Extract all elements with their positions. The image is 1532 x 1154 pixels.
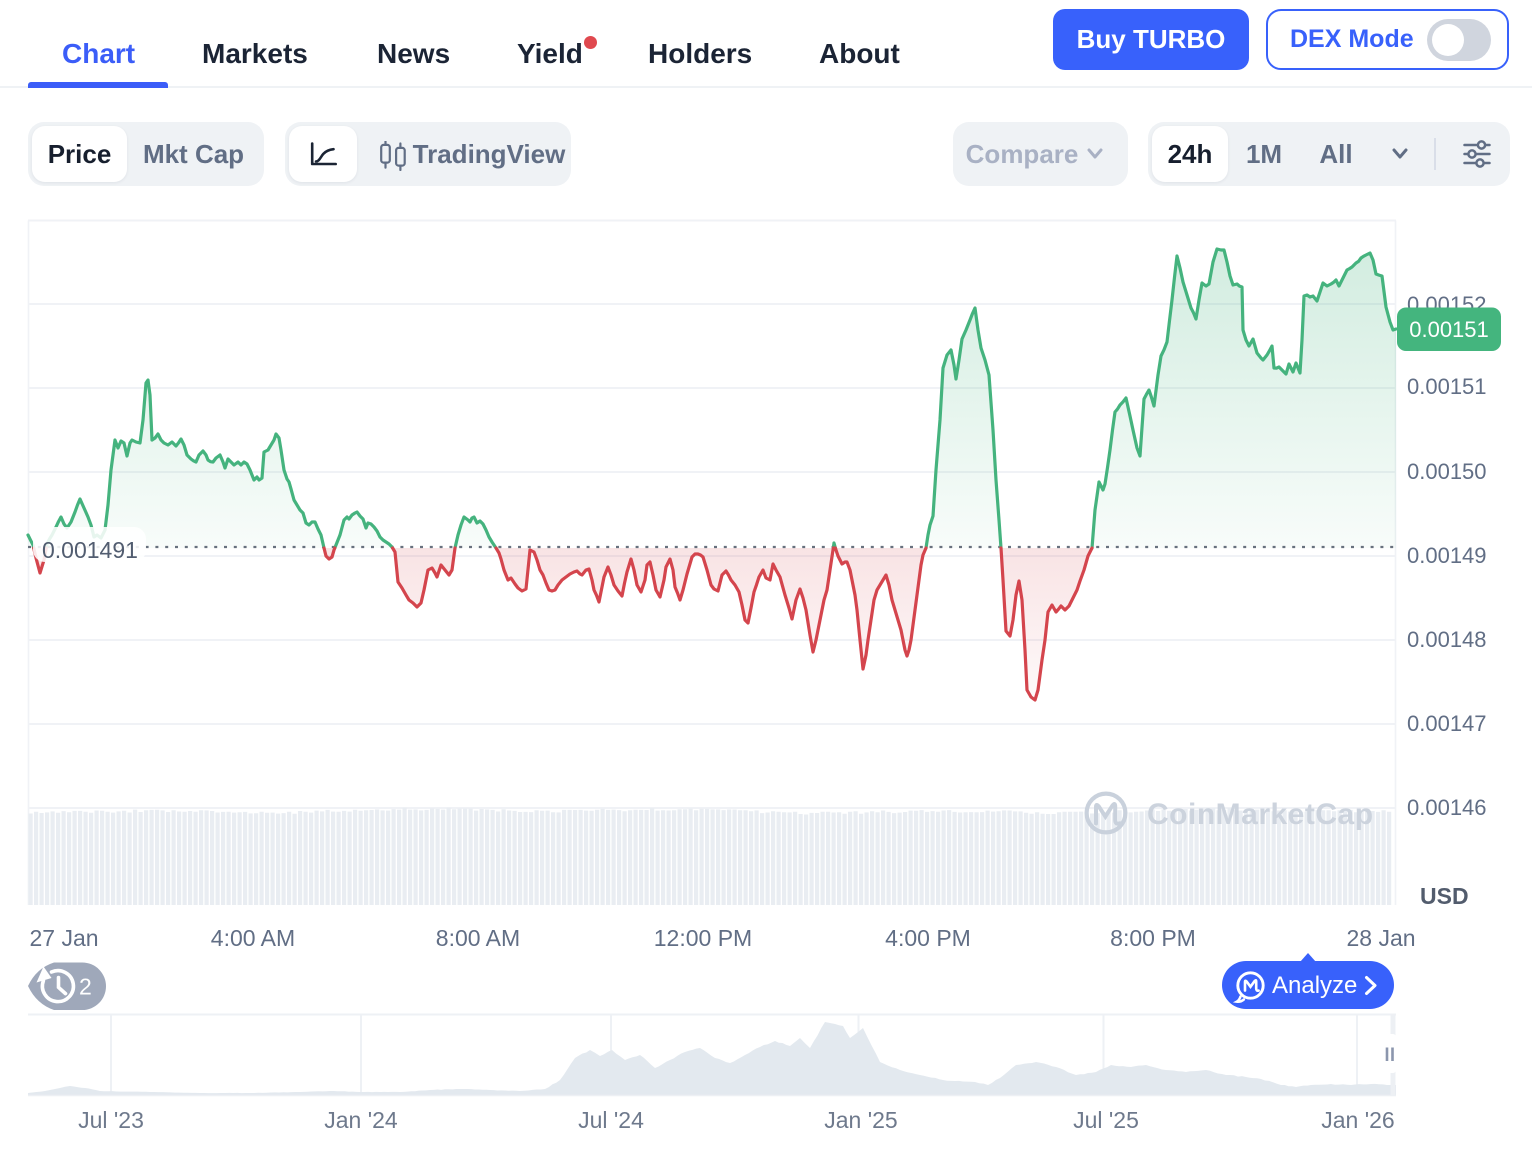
svg-text:Jan '25: Jan '25 [824, 1107, 897, 1133]
svg-text:4:00 AM: 4:00 AM [211, 925, 295, 951]
svg-text:0.00147: 0.00147 [1407, 711, 1487, 736]
svg-text:Jul '24: Jul '24 [578, 1107, 644, 1133]
svg-text:Jan '26: Jan '26 [1321, 1107, 1394, 1133]
svg-text:8:00 AM: 8:00 AM [436, 925, 520, 951]
svg-text:2: 2 [79, 974, 92, 1000]
svg-text:CoinMarketCap: CoinMarketCap [1147, 798, 1374, 831]
svg-text:8:00 PM: 8:00 PM [1110, 925, 1196, 951]
svg-text:28 Jan: 28 Jan [1346, 925, 1415, 951]
svg-text:0.001491: 0.001491 [42, 537, 138, 563]
svg-text:0.00146: 0.00146 [1407, 795, 1487, 820]
svg-text:0.00148: 0.00148 [1407, 627, 1487, 652]
svg-text:Jul '25: Jul '25 [1073, 1107, 1139, 1133]
svg-text:0.00150: 0.00150 [1407, 459, 1487, 484]
svg-text:USD: USD [1420, 883, 1469, 909]
svg-text:4:00 PM: 4:00 PM [885, 925, 971, 951]
svg-text:0.00151: 0.00151 [1407, 374, 1487, 399]
svg-text:Jul '23: Jul '23 [78, 1107, 144, 1133]
svg-text:0.00151: 0.00151 [1409, 317, 1489, 342]
svg-text:12:00 PM: 12:00 PM [654, 925, 752, 951]
svg-text:0.00149: 0.00149 [1407, 543, 1487, 568]
svg-text:Jan '24: Jan '24 [324, 1107, 398, 1133]
svg-text:Analyze: Analyze [1272, 972, 1357, 999]
svg-text:27 Jan: 27 Jan [29, 925, 98, 951]
